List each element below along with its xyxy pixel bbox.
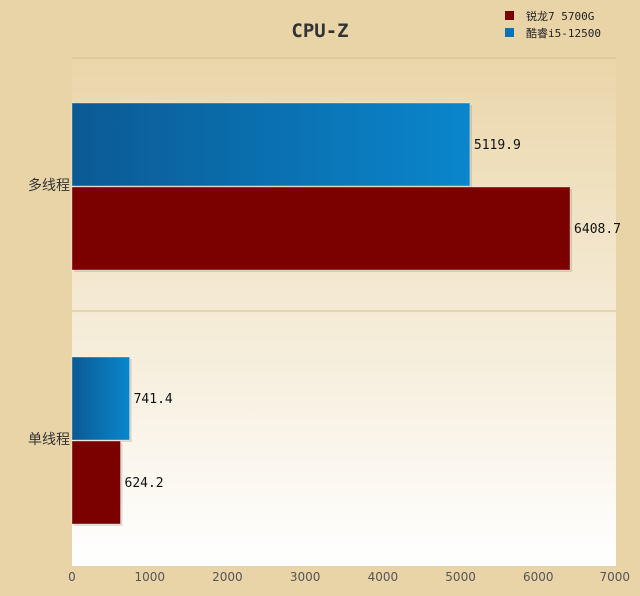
category-label: 单线程 [28, 432, 70, 448]
x-tick-label: 6000 [523, 570, 554, 584]
x-axis-ticks: 0 1000 2000 3000 4000 5000 6000 7000 [68, 570, 630, 584]
bars-group: 5119.9 6408.7 741.4 624.2 [71, 102, 621, 526]
data-label: 5119.9 [474, 138, 521, 153]
data-label: 741.4 [134, 392, 173, 407]
category-label: 多线程 [28, 177, 70, 194]
bar-core-i5-12500-multi [71, 102, 471, 187]
legend: 锐龙7 5700G 酷睿i5-12500 [505, 9, 601, 40]
bar-ryzen7-5700g-single [71, 440, 122, 525]
x-tick-label: 0 [68, 570, 76, 584]
bar-ryzen7-5700g-multi [71, 186, 571, 271]
x-tick-label: 2000 [212, 570, 243, 584]
legend-swatch [505, 28, 514, 37]
legend-label: 酷睿i5-12500 [526, 26, 601, 40]
x-tick-label: 1000 [134, 570, 165, 584]
x-tick-label: 3000 [290, 570, 321, 584]
x-tick-label: 5000 [445, 570, 476, 584]
data-label: 6408.7 [574, 222, 621, 237]
legend-label: 锐龙7 5700G [526, 9, 594, 23]
bar-core-i5-12500-single [71, 356, 131, 441]
x-tick-label: 7000 [599, 570, 630, 584]
data-label: 624.2 [125, 476, 164, 491]
x-tick-label: 4000 [368, 570, 399, 584]
chart-title: CPU-Z [291, 20, 348, 42]
legend-swatch [505, 11, 514, 20]
